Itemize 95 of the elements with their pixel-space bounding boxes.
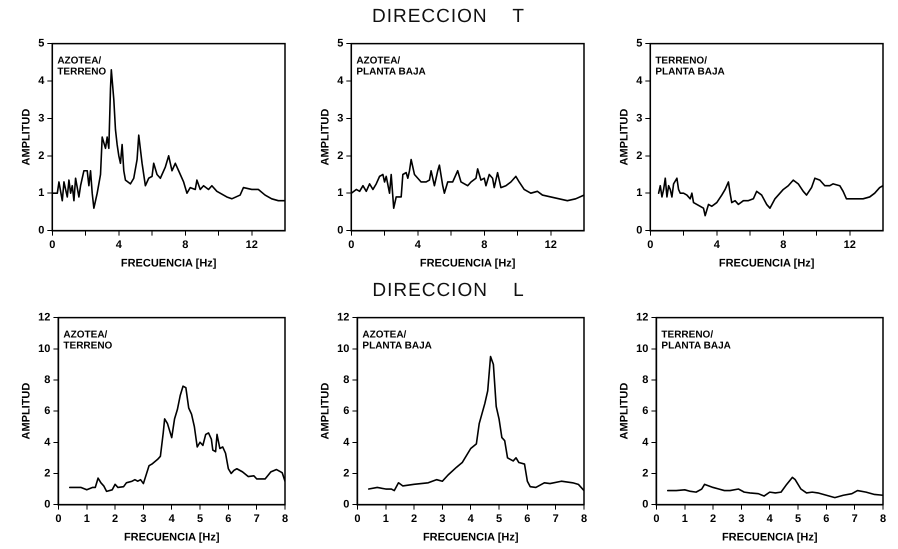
y-axis-title: AMPLITUD — [618, 382, 631, 440]
x-tick-label: 6 — [225, 513, 232, 526]
y-tick-label: 0 — [636, 224, 642, 237]
y-tick-label: 0 — [44, 498, 50, 511]
x-tick-label: 4 — [766, 513, 774, 526]
y-tick-label: 6 — [642, 405, 648, 418]
y-axis-title: AMPLITUD — [320, 382, 332, 440]
y-tick-label: 6 — [343, 405, 350, 418]
x-tick-label: 8 — [282, 513, 288, 526]
x-tick-label: 12 — [246, 239, 258, 252]
annotation: TERRENO/ PLANTA BAJA — [661, 329, 731, 352]
y-tick-label: 5 — [337, 38, 344, 50]
x-axis-title: FRECUENCIA [Hz] — [718, 257, 815, 270]
x-tick-label: 7 — [852, 513, 858, 526]
y-tick-label: 12 — [636, 312, 648, 324]
x-tick-label: 4 — [116, 239, 123, 252]
x-tick-label: 3 — [439, 513, 446, 526]
x-tick-label: 7 — [552, 513, 559, 526]
x-axis-title: FRECUENCIA [Hz] — [420, 257, 516, 270]
x-tick-label: 2 — [112, 513, 118, 526]
x-tick-label: 3 — [140, 513, 146, 526]
y-tick-label: 10 — [337, 342, 350, 355]
y-tick-label: 12 — [337, 312, 350, 324]
y-tick-label: 2 — [337, 150, 344, 162]
annotation: AZOTEA/ PLANTA BAJA — [356, 55, 426, 78]
y-tick-label: 2 — [44, 467, 50, 480]
y-tick-label: 1 — [636, 187, 642, 200]
x-tick-label: 1 — [84, 513, 90, 526]
x-axis-title: FRECUENCIA [Hz] — [722, 531, 818, 544]
x-tick-label: 6 — [823, 513, 830, 526]
annotation: AZOTEA/ TERRENO — [63, 329, 113, 352]
x-tick-label: 7 — [254, 513, 260, 526]
y-tick-label: 0 — [343, 498, 350, 511]
x-tick-label: 8 — [481, 239, 488, 252]
y-tick-label: 6 — [44, 405, 50, 418]
y-tick-label: 5 — [38, 38, 44, 50]
y-tick-label: 4 — [642, 436, 650, 448]
y-tick-label: 10 — [38, 342, 50, 355]
x-tick-label: 8 — [580, 513, 588, 526]
x-axis-title: FRECUENCIA [Hz] — [124, 531, 220, 544]
x-tick-label: 4 — [414, 239, 422, 252]
y-tick-label: 0 — [642, 498, 648, 511]
y-axis-title: AMPLITUD — [320, 108, 332, 166]
y-tick-label: 10 — [636, 342, 648, 355]
x-tick-label: 8 — [880, 513, 886, 526]
x-tick-label: 4 — [714, 239, 721, 252]
x-tick-label: 8 — [182, 239, 188, 252]
x-tick-label: 3 — [738, 513, 744, 526]
x-tick-label: 4 — [168, 513, 176, 526]
x-tick-label: 2 — [411, 513, 418, 526]
x-tick-label: 1 — [382, 513, 389, 526]
y-tick-label: 12 — [38, 312, 50, 324]
chart-title: DIRECCION L — [371, 280, 526, 303]
y-tick-label: 1 — [38, 187, 44, 200]
annotation: TERRENO/ PLANTA BAJA — [655, 55, 725, 78]
x-tick-label: 5 — [794, 513, 802, 526]
y-tick-label: 3 — [636, 112, 642, 124]
y-tick-label: 2 — [343, 467, 350, 480]
chart-title: DIRECCION T — [371, 6, 526, 29]
x-tick-label: 6 — [524, 513, 530, 526]
y-tick-label: 8 — [44, 374, 50, 386]
y-tick-label: 4 — [337, 75, 344, 88]
annotation: AZOTEA/ PLANTA BAJA — [362, 329, 432, 352]
x-tick-label: 0 — [354, 513, 360, 526]
y-tick-label: 4 — [343, 436, 350, 448]
x-tick-label: 12 — [544, 239, 557, 252]
y-axis-title: AMPLITUD — [618, 108, 631, 166]
y-tick-label: 8 — [642, 374, 648, 386]
x-tick-label: 4 — [468, 513, 475, 526]
x-tick-label: 5 — [196, 513, 204, 526]
annotation: AZOTEA/ TERRENO — [57, 55, 106, 78]
x-tick-label: 8 — [780, 239, 786, 252]
x-axis-title: FRECUENCIA [Hz] — [120, 257, 217, 270]
x-tick-label: 0 — [653, 513, 660, 526]
x-tick-label: 5 — [496, 513, 502, 526]
y-tick-label: 0 — [337, 224, 344, 237]
y-tick-label: 1 — [337, 187, 344, 200]
y-tick-label: 4 — [44, 436, 52, 448]
y-tick-label: 5 — [636, 38, 642, 50]
y-tick-label: 8 — [343, 374, 350, 386]
y-tick-label: 2 — [38, 150, 44, 162]
y-tick-label: 2 — [636, 150, 642, 162]
x-tick-label: 1 — [682, 513, 688, 526]
x-axis-title: FRECUENCIA [Hz] — [422, 531, 519, 544]
x-tick-label: 0 — [55, 513, 62, 526]
y-axis-title: AMPLITUD — [20, 382, 33, 440]
x-tick-label: 12 — [844, 239, 856, 252]
y-tick-label: 3 — [38, 112, 44, 124]
y-axis-title: AMPLITUD — [20, 108, 33, 166]
y-tick-label: 0 — [38, 224, 44, 237]
y-tick-label: 4 — [38, 75, 46, 88]
y-tick-label: 4 — [636, 75, 644, 88]
x-tick-label: 2 — [710, 513, 716, 526]
y-tick-label: 3 — [337, 112, 344, 124]
y-tick-label: 2 — [642, 467, 648, 480]
